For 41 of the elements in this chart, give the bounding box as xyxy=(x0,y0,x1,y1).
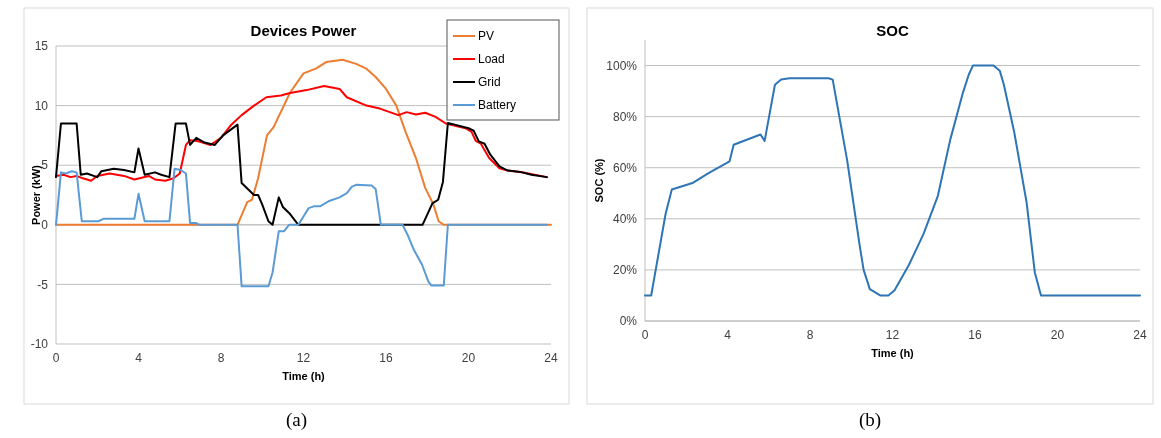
x-tick-label: 12 xyxy=(296,351,311,365)
text: (a) xyxy=(285,409,308,431)
y-tick-label: 10 xyxy=(34,98,49,113)
x-tick-label: 16 xyxy=(379,351,393,365)
y-tick-label: 80% xyxy=(612,109,638,124)
y-tick-label: 0% xyxy=(619,314,638,329)
x-tick-label: 0 xyxy=(52,351,60,365)
y-tick-label: 15 xyxy=(34,39,49,54)
chart-title: SOC xyxy=(876,22,909,39)
x-tick-label: 4 xyxy=(724,328,732,342)
x-tick-label: 0 xyxy=(641,328,649,342)
y-tick-label: 20% xyxy=(612,263,638,278)
line-series xyxy=(55,167,548,288)
y-tick-label: -5 xyxy=(37,277,49,292)
y-tick-label: 40% xyxy=(612,212,638,227)
x-tick-label: 8 xyxy=(217,351,225,365)
y-tick-label: 0 xyxy=(41,218,49,232)
x-tick-label: 16 xyxy=(968,328,982,342)
legend-label: PV xyxy=(478,29,495,43)
text: (b) xyxy=(858,409,882,431)
legend-label: Grid xyxy=(478,75,501,89)
x-axis-title: Time (h) xyxy=(871,347,915,359)
y-tick-label: -10 xyxy=(30,337,49,352)
x-tick-label: 8 xyxy=(806,328,814,342)
x-tick-label: 4 xyxy=(135,351,143,365)
line-series xyxy=(644,64,1141,297)
x-tick-label: 24 xyxy=(544,351,558,365)
y-tick-label: 100% xyxy=(606,58,638,73)
x-tick-label: 20 xyxy=(1050,328,1065,342)
y-axis-title: Power (kW) xyxy=(30,164,42,225)
x-tick-label: 20 xyxy=(461,351,476,365)
y-tick-label: 5 xyxy=(41,158,49,173)
legend-label: Load xyxy=(478,52,505,66)
x-tick-label: 12 xyxy=(885,328,900,342)
chart-title: Devices Power xyxy=(250,22,357,39)
x-axis-title: Time (h) xyxy=(282,370,326,382)
legend-label: Battery xyxy=(478,98,517,112)
line-series xyxy=(55,121,548,226)
x-tick-label: 24 xyxy=(1133,328,1147,342)
y-tick-label: 60% xyxy=(612,160,638,175)
y-axis-title: SOC (%) xyxy=(593,158,605,203)
